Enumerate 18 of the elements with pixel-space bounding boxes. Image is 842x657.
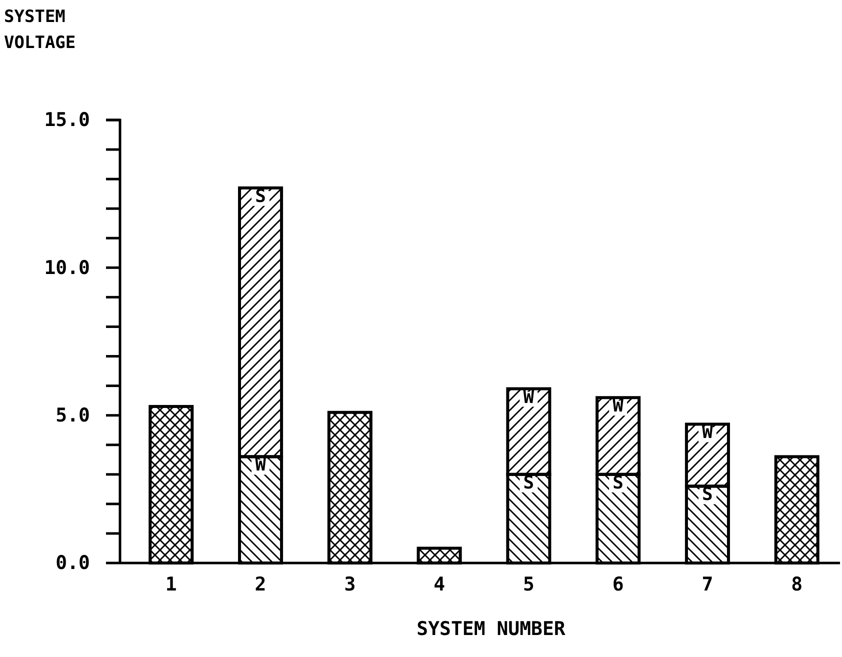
y-tick-label: 0.0 <box>56 552 90 574</box>
x-tick-label: 7 <box>702 573 714 596</box>
annotation: W <box>255 454 266 476</box>
annotation: W <box>523 386 534 408</box>
y-tick-label: 5.0 <box>56 404 90 426</box>
x-tick-label: 6 <box>612 573 624 596</box>
x-tick-label: 2 <box>254 573 266 596</box>
annotation: S <box>523 472 534 494</box>
y-tick-label: 10.0 <box>44 256 90 279</box>
y-axis-title: SYSTEM VOLTAGE <box>4 7 76 53</box>
x-tick-label: 3 <box>344 573 356 596</box>
x-tick-label: 5 <box>522 573 534 596</box>
annotation: W <box>612 396 624 417</box>
x-tick-label: 4 <box>434 573 446 596</box>
x-tick-label: 8 <box>791 573 803 596</box>
y-tick-label: 15.0 <box>44 109 90 132</box>
x-tick-label: 1 <box>165 573 177 596</box>
x-axis-title: SYSTEM NUMBER <box>416 618 566 640</box>
